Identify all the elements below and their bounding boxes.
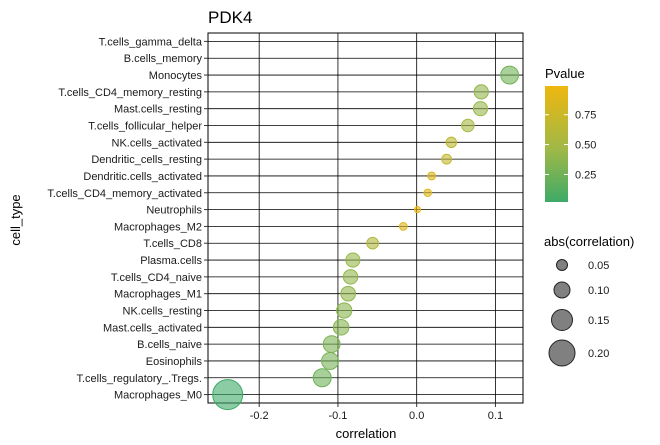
y-tick-label: Plasma.cells (140, 255, 202, 267)
y-tick-label: Eosinophils (146, 356, 203, 368)
point-plasma-cells (345, 252, 361, 268)
point-macrophages-m0 (212, 379, 244, 411)
point-dendritic-cells-resting (441, 153, 453, 165)
y-axis-title: cell_type (8, 194, 23, 245)
point-t-cells-cd4-memory-resting (473, 84, 489, 100)
x-axis-title: correlation (336, 426, 397, 441)
size-legend-items: 0.05 0.10 0.15 0.20 (548, 259, 609, 367)
colorbar-tick-label: 0.50 (575, 140, 596, 152)
panel-border (207, 32, 524, 404)
size-legend-label: 0.15 (588, 315, 609, 327)
y-tick-label: Monocytes (149, 70, 203, 82)
y-tick-label: T.cells_follicular_helper (88, 121, 202, 133)
y-tick-label: Macrophages_M2 (114, 221, 202, 233)
pvalue-colorbar (545, 86, 568, 202)
y-tick-label: Neutrophils (146, 205, 202, 217)
point-t-cells-follicular-helper (461, 118, 475, 133)
x-tick-label: 0.0 (409, 410, 424, 422)
y-tick-label: NK.cells_resting (123, 306, 202, 318)
y-tick-label: Mast.cells_resting (114, 104, 202, 116)
point-t-cells-cd8 (366, 236, 379, 250)
pvalue-legend: Pvalue 0.25 0.50 0.75 (545, 66, 596, 202)
y-tick-label: Macrophages_M1 (114, 289, 202, 301)
point-macrophages-m1 (340, 285, 357, 302)
chart-title: PDK4 (208, 8, 252, 27)
size-legend-label: 0.05 (588, 260, 609, 272)
y-tick-label: Macrophages_M0 (114, 390, 202, 402)
y-tick-label: B.cells_memory (124, 53, 203, 65)
x-tick-label: -0.1 (328, 410, 347, 422)
y-tick-label: Dendritic_cells_resting (91, 154, 202, 166)
point-t-cells-cd4-naive (342, 269, 359, 285)
y-tick-label: T.cells_CD4_memory_activated (47, 188, 202, 200)
y-axis: T.cells_gamma_delta B.cells_memory Monocyt… (47, 36, 208, 402)
colorbar-tick-label: 0.25 (575, 169, 596, 181)
y-tick-label: T.cells_CD4_naive (111, 272, 202, 284)
y-tick-label: T.cells_regulatory_.Tregs. (76, 373, 202, 385)
pvalue-colorbar-ticks: 0.25 0.50 0.75 (545, 110, 596, 181)
colorbar-tick-label: 0.75 (575, 110, 596, 122)
point-t-cells-regulatory-tregs (312, 368, 332, 388)
point-mast-cells-resting (472, 101, 489, 117)
y-tick-label: T.cells_CD4_memory_resting (58, 87, 202, 99)
size-legend-title: abs(correlation) (544, 234, 634, 249)
point-neutrophils (413, 206, 422, 214)
point-macrophages-m2 (398, 222, 408, 231)
point-eosinophils (321, 351, 340, 370)
size-legend-circle (556, 259, 568, 271)
y-tick-label: T.cells_CD8 (143, 238, 202, 250)
size-legend-circle (553, 281, 571, 299)
x-axis: -0.2 -0.1 0.0 0.1 (250, 403, 503, 422)
y-tick-label: Mast.cells_activated (103, 322, 202, 334)
y-tick-label: Dendritic.cells_activated (83, 171, 202, 183)
y-tick-label: NK.cells_activated (112, 137, 203, 149)
point-dendritic-cells-activated (427, 171, 437, 181)
y-tick-label: T.cells_gamma_delta (99, 36, 203, 48)
point-t-cells-cd4-memory-activated (423, 188, 432, 197)
point-b-cells-naive (322, 335, 341, 354)
size-legend-label: 0.10 (588, 285, 609, 297)
point-nk-cells-resting (336, 302, 353, 319)
y-tick-label: B.cells_naive (137, 339, 202, 351)
data-points (212, 65, 520, 411)
point-nk-cells-activated (445, 136, 458, 149)
size-legend: abs(correlation) 0.05 0.10 0.15 0.20 (544, 234, 634, 367)
point-mast-cells-activated (332, 319, 350, 336)
size-legend-label: 0.20 (588, 348, 609, 360)
pvalue-legend-title: Pvalue (545, 66, 585, 81)
point-monocytes (500, 65, 520, 85)
plot-panel (207, 32, 524, 404)
size-legend-circle (551, 309, 573, 331)
x-tick-label: -0.2 (250, 410, 269, 422)
x-tick-label: 0.1 (488, 410, 503, 422)
size-legend-circle (548, 339, 576, 367)
